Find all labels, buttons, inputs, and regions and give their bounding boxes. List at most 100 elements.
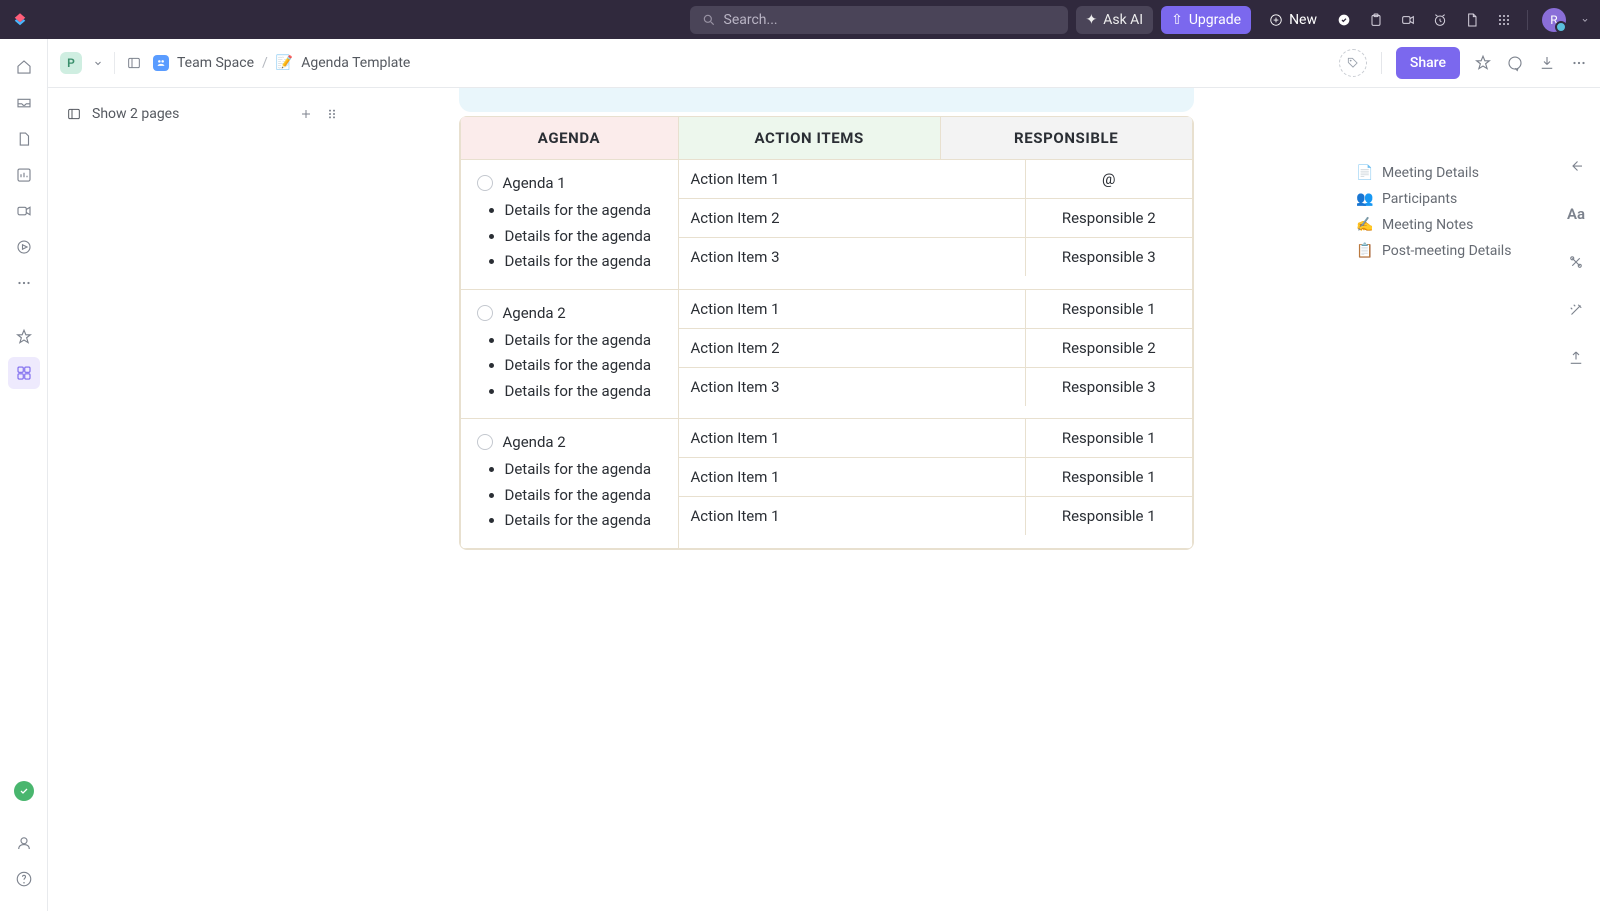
- breadcrumb: Team Space / 📝 Agenda Template: [153, 55, 410, 71]
- sparkle-icon: ✦: [1086, 12, 1098, 28]
- app-logo[interactable]: [10, 10, 30, 30]
- outline-emoji: ✍️: [1356, 217, 1374, 233]
- responsible-cell[interactable]: Responsible 2: [1026, 199, 1192, 238]
- sidebar-toggle-icon[interactable]: [125, 54, 143, 72]
- export-icon[interactable]: [1566, 348, 1586, 368]
- drag-handle-icon[interactable]: [324, 106, 340, 122]
- action-item[interactable]: Action Item 1: [679, 458, 1026, 497]
- ask-ai-button[interactable]: ✦ Ask AI: [1076, 6, 1154, 34]
- agenda-cell[interactable]: Agenda 2Details for the agen­daDetails f…: [460, 419, 678, 549]
- responsible-cell[interactable]: Responsible 1: [1026, 290, 1192, 329]
- rail-timesheets[interactable]: [8, 231, 40, 263]
- col-responsible[interactable]: RESPONSIBLE: [940, 117, 1192, 160]
- table-row[interactable]: Agenda 2Details for the agen­daDetails f…: [460, 289, 1192, 419]
- rail-inbox[interactable]: [8, 87, 40, 119]
- action-item[interactable]: Action Item 3: [679, 367, 1026, 406]
- doc-banner: [459, 88, 1194, 112]
- upgrade-label: Upgrade: [1189, 12, 1241, 28]
- alarm-icon[interactable]: [1431, 11, 1449, 29]
- agenda-detail[interactable]: Details for the agen­da: [505, 328, 664, 354]
- global-search[interactable]: Search...: [690, 6, 1068, 34]
- agenda-detail[interactable]: Details for the agen­da: [505, 249, 664, 275]
- responsible-cell[interactable]: Responsible 3: [1026, 367, 1192, 406]
- action-item[interactable]: Action Item 1: [679, 290, 1026, 329]
- rail-dashboards[interactable]: [8, 159, 40, 191]
- download-icon[interactable]: [1538, 54, 1556, 72]
- responsible-cell[interactable]: Responsible 2: [1026, 328, 1192, 367]
- col-agenda[interactable]: AGENDA: [460, 117, 678, 160]
- rail-spaces[interactable]: [8, 357, 40, 389]
- doc-toolbar: P Team Space / 📝 Agenda Template Share: [48, 39, 1600, 88]
- breadcrumb-space[interactable]: Team Space: [177, 55, 254, 71]
- rail-invite[interactable]: [8, 827, 40, 859]
- space-icon: [153, 55, 169, 71]
- outline-emoji: 📋: [1356, 243, 1374, 259]
- outline-emoji: 📄: [1356, 165, 1374, 181]
- rail-status-icon[interactable]: [14, 781, 34, 801]
- responsible-cell[interactable]: Responsible 1: [1026, 419, 1192, 458]
- responsible-cell[interactable]: Responsible 1: [1026, 497, 1192, 536]
- action-item[interactable]: Action Item 1: [679, 419, 1026, 458]
- workspace-badge[interactable]: P: [60, 52, 82, 74]
- user-avatar[interactable]: R: [1542, 8, 1566, 32]
- clipboard-icon[interactable]: [1367, 11, 1385, 29]
- agenda-detail[interactable]: Details for the agen­da: [505, 508, 664, 534]
- collapse-outline-icon[interactable]: [1566, 156, 1586, 176]
- share-label: Share: [1410, 55, 1446, 71]
- new-button[interactable]: New: [1259, 6, 1327, 34]
- col-actions[interactable]: ACTION ITEMS: [678, 117, 940, 160]
- doc-icon[interactable]: [1463, 11, 1481, 29]
- breadcrumb-doc[interactable]: Agenda Template: [301, 55, 410, 71]
- search-icon: [702, 13, 716, 27]
- doc-emoji: 📝: [276, 55, 293, 71]
- more-icon[interactable]: [1570, 54, 1588, 72]
- radio-icon[interactable]: [477, 175, 493, 191]
- pages-panel: Show 2 pages: [48, 88, 352, 911]
- agenda-detail[interactable]: Details for the agen­da: [505, 224, 664, 250]
- agenda-detail[interactable]: Details for the agen­da: [505, 457, 664, 483]
- outline-label: Meeting Notes: [1382, 217, 1473, 233]
- video-icon[interactable]: [1399, 11, 1417, 29]
- radio-icon[interactable]: [477, 434, 493, 450]
- rail-favorites[interactable]: [8, 321, 40, 353]
- task-check-icon[interactable]: [1335, 11, 1353, 29]
- relations-icon[interactable]: [1566, 252, 1586, 272]
- tag-add-icon[interactable]: [1339, 49, 1367, 77]
- action-item[interactable]: Action Item 1: [679, 160, 1026, 199]
- action-item[interactable]: Action Item 3: [679, 238, 1026, 277]
- action-item[interactable]: Action Item 2: [679, 328, 1026, 367]
- comment-icon[interactable]: [1506, 54, 1524, 72]
- avatar-letter: R: [1550, 13, 1557, 27]
- add-page-icon[interactable]: [298, 106, 314, 122]
- agenda-table[interactable]: AGENDA ACTION ITEMS RESPONSIBLE Agenda 1…: [459, 116, 1194, 550]
- agenda-cell[interactable]: Agenda 2Details for the agen­daDetails f…: [460, 289, 678, 419]
- responsible-cell[interactable]: Responsible 3: [1026, 238, 1192, 277]
- share-button[interactable]: Share: [1396, 47, 1460, 79]
- rail-clips[interactable]: [8, 195, 40, 227]
- rail-more[interactable]: [8, 267, 40, 299]
- agenda-cell[interactable]: Agenda 1Details for the agen­daDetails f…: [460, 160, 678, 290]
- chevron-down-icon[interactable]: [1580, 15, 1590, 25]
- table-row[interactable]: Agenda 2Details for the agen­daDetails f…: [460, 419, 1192, 549]
- rail-home[interactable]: [8, 51, 40, 83]
- chevron-down-icon[interactable]: [92, 57, 104, 69]
- show-pages-toggle[interactable]: Show 2 pages: [92, 106, 179, 122]
- action-item[interactable]: Action Item 1: [679, 497, 1026, 536]
- agenda-detail[interactable]: Details for the agen­da: [505, 483, 664, 509]
- typography-icon[interactable]: Aa: [1566, 204, 1586, 224]
- magic-wand-icon[interactable]: [1566, 300, 1586, 320]
- rail-help[interactable]: [8, 863, 40, 895]
- radio-icon[interactable]: [477, 305, 493, 321]
- agenda-detail[interactable]: Details for the agen­da: [505, 353, 664, 379]
- upgrade-button[interactable]: ⇧ Upgrade: [1161, 6, 1251, 34]
- action-item[interactable]: Action Item 2: [679, 199, 1026, 238]
- responsible-cell[interactable]: Responsible 1: [1026, 458, 1192, 497]
- agenda-detail[interactable]: Details for the agen­da: [505, 379, 664, 405]
- rail-docs[interactable]: [8, 123, 40, 155]
- agenda-detail[interactable]: Details for the agen­da: [505, 198, 664, 224]
- responsible-cell[interactable]: @: [1026, 160, 1192, 199]
- star-icon[interactable]: [1474, 54, 1492, 72]
- apps-grid-icon[interactable]: [1495, 11, 1513, 29]
- doc-content: AGENDA ACTION ITEMS RESPONSIBLE Agenda 1…: [352, 88, 1340, 911]
- table-row[interactable]: Agenda 1Details for the agen­daDetails f…: [460, 160, 1192, 290]
